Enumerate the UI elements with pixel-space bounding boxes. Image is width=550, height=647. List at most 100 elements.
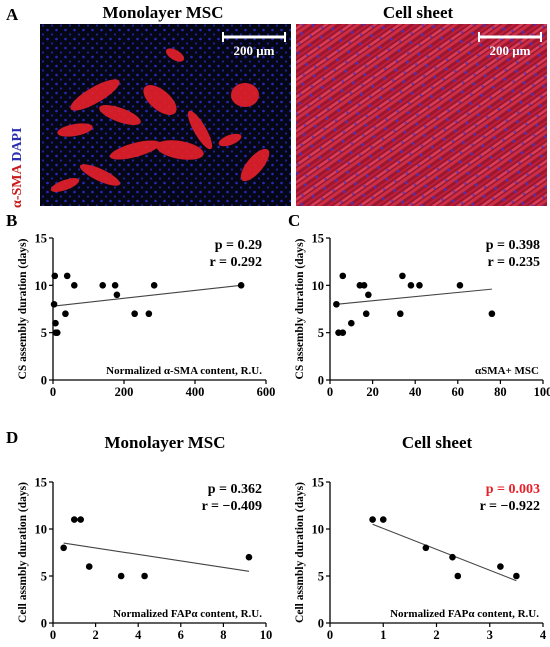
y-tick-label-B-10: 10 xyxy=(35,279,48,293)
data-point-D1-0 xyxy=(60,544,67,552)
y-tick-label-D2-5: 5 xyxy=(318,570,324,584)
cellsheet-micrograph: 200 μm xyxy=(296,24,547,206)
x-tick-label-C-20: 20 xyxy=(366,385,379,399)
data-point-B-1 xyxy=(51,272,59,280)
data-point-D1-4 xyxy=(117,572,125,580)
y-tick-label-B-5: 5 xyxy=(41,326,47,340)
x-tick-label-B-200: 200 xyxy=(115,385,134,399)
data-point-D2-5 xyxy=(497,563,504,570)
x-tick-label-D1-4: 4 xyxy=(135,628,142,642)
p-value-C: p = 0.398 xyxy=(486,238,540,253)
stain-label: α-SMA DAPI xyxy=(10,127,25,208)
chart-C: C 0 5 10 15 0 20 40 60 80 100 CS assembly duration … xyxy=(288,211,550,399)
panel-letter-D1: D xyxy=(6,428,18,447)
chart-title-D2: Cell sheet xyxy=(402,433,473,452)
data-point-D1-2 xyxy=(77,516,84,523)
scale-bar-label-left: 200 μm xyxy=(234,43,275,58)
data-point-D1-5 xyxy=(141,572,148,580)
data-point-C-9 xyxy=(396,310,404,318)
data-point-C-4 xyxy=(348,319,355,327)
data-point-C-8 xyxy=(365,291,372,299)
y-axis-label-B: CS assembly duration (days) xyxy=(17,238,29,379)
y-tick-label-D1-10: 10 xyxy=(35,523,48,537)
y-tick-label-B-15: 15 xyxy=(35,232,48,246)
data-point-B-8 xyxy=(99,282,106,289)
x-axis-label-C: αSMA+ MSC xyxy=(475,365,539,377)
data-point-B-2 xyxy=(52,319,59,327)
data-point-B-5 xyxy=(62,310,69,318)
y-tick-label-D1-15: 15 xyxy=(35,476,48,490)
x-tick-label-D2-0: 0 xyxy=(327,628,333,642)
data-point-B-6 xyxy=(63,272,71,280)
data-point-B-13 xyxy=(150,282,158,289)
panel-letter-C: C xyxy=(288,211,300,230)
chart-B: B 0 5 10 15 0 200 400 600 CS assembly duration (d… xyxy=(6,211,275,399)
data-point-B-9 xyxy=(111,282,119,289)
x-tick-label-D2-4: 4 xyxy=(540,628,547,642)
data-point-D2-2 xyxy=(422,544,430,552)
data-point-D1-3 xyxy=(85,563,93,570)
data-point-B-12 xyxy=(145,310,153,318)
data-point-D2-6 xyxy=(513,572,520,580)
monolayer-cells xyxy=(50,48,270,192)
y-tick-label-D2-10: 10 xyxy=(312,523,325,537)
data-point-B-0 xyxy=(50,300,58,308)
y-tick-label-C-15: 15 xyxy=(312,232,325,246)
data-point-D2-4 xyxy=(454,572,462,580)
x-tick-label-D1-0: 0 xyxy=(50,628,56,642)
data-point-B-10 xyxy=(113,291,121,299)
x-tick-label-D2-3: 3 xyxy=(487,628,493,642)
monolayer-image-title: Monolayer MSC xyxy=(102,3,223,22)
data-point-C-14 xyxy=(488,310,496,318)
data-point-C-0 xyxy=(333,300,340,308)
x-tick-label-D1-6: 6 xyxy=(178,628,184,642)
x-axis-label-D1: Normalized FAPα content, R.U. xyxy=(113,608,262,620)
x-tick-label-D2-1: 1 xyxy=(380,628,386,642)
p-value-D1: p = 0.362 xyxy=(208,482,262,497)
x-tick-label-C-0: 0 xyxy=(327,385,333,399)
x-tick-label-D1-2: 2 xyxy=(92,628,98,642)
regression-line-C xyxy=(336,288,492,305)
r-value-C: r = 0.235 xyxy=(488,255,540,270)
data-point-B-4 xyxy=(53,329,61,336)
data-point-B-14 xyxy=(237,282,245,289)
stain-label-dapi: DAPI xyxy=(10,127,25,161)
panel-letter-A: A xyxy=(6,5,19,24)
y-tick-label-C-0: 0 xyxy=(318,374,324,388)
y-tick-label-C-10: 10 xyxy=(312,279,325,293)
r-value-D1: r = −0.409 xyxy=(202,499,262,514)
r-value-B: r = 0.292 xyxy=(210,255,262,270)
data-point-C-12 xyxy=(416,282,423,289)
data-point-C-11 xyxy=(407,282,415,289)
regression-line-D1 xyxy=(63,542,250,572)
x-tick-label-D1-8: 8 xyxy=(220,628,226,642)
x-tick-label-D1-10: 10 xyxy=(260,628,273,642)
data-point-D1-6 xyxy=(245,553,253,561)
panel-letter-B: B xyxy=(6,211,17,230)
y-tick-label-D2-0: 0 xyxy=(318,617,324,631)
data-point-D2-1 xyxy=(379,516,387,523)
stain-label-asma: α-SMA xyxy=(10,164,25,208)
data-point-B-11 xyxy=(131,310,138,318)
cellsheet-image-title: Cell sheet xyxy=(383,3,454,22)
data-point-C-10 xyxy=(399,272,406,280)
x-tick-label-C-80: 80 xyxy=(494,385,507,399)
x-tick-label-D2-2: 2 xyxy=(433,628,439,642)
cellsheet-background xyxy=(296,24,547,206)
r-value-D2: r = −0.922 xyxy=(480,499,540,514)
x-tick-label-B-600: 600 xyxy=(257,385,276,399)
x-tick-label-B-400: 400 xyxy=(186,385,205,399)
x-axis-label-D2: Normalized FAPα content, R.U. xyxy=(390,608,539,620)
y-tick-label-B-0: 0 xyxy=(41,374,47,388)
y-tick-label-C-5: 5 xyxy=(318,326,324,340)
chart-D1: D Monolayer MSC 0 5 10 15 0 2 4 6 8 10 Cell assmbly … xyxy=(6,428,272,642)
x-tick-label-B-0: 0 xyxy=(50,385,56,399)
y-tick-label-D2-15: 15 xyxy=(312,476,325,490)
y-axis-label-D1: Cell assmbly duration (days) xyxy=(17,482,29,623)
y-tick-label-D1-5: 5 xyxy=(41,570,47,584)
data-point-D2-3 xyxy=(449,553,456,561)
scale-bar-label-right: 200 μm xyxy=(490,43,531,58)
x-tick-label-C-60: 60 xyxy=(452,385,465,399)
x-tick-label-C-40: 40 xyxy=(409,385,422,399)
